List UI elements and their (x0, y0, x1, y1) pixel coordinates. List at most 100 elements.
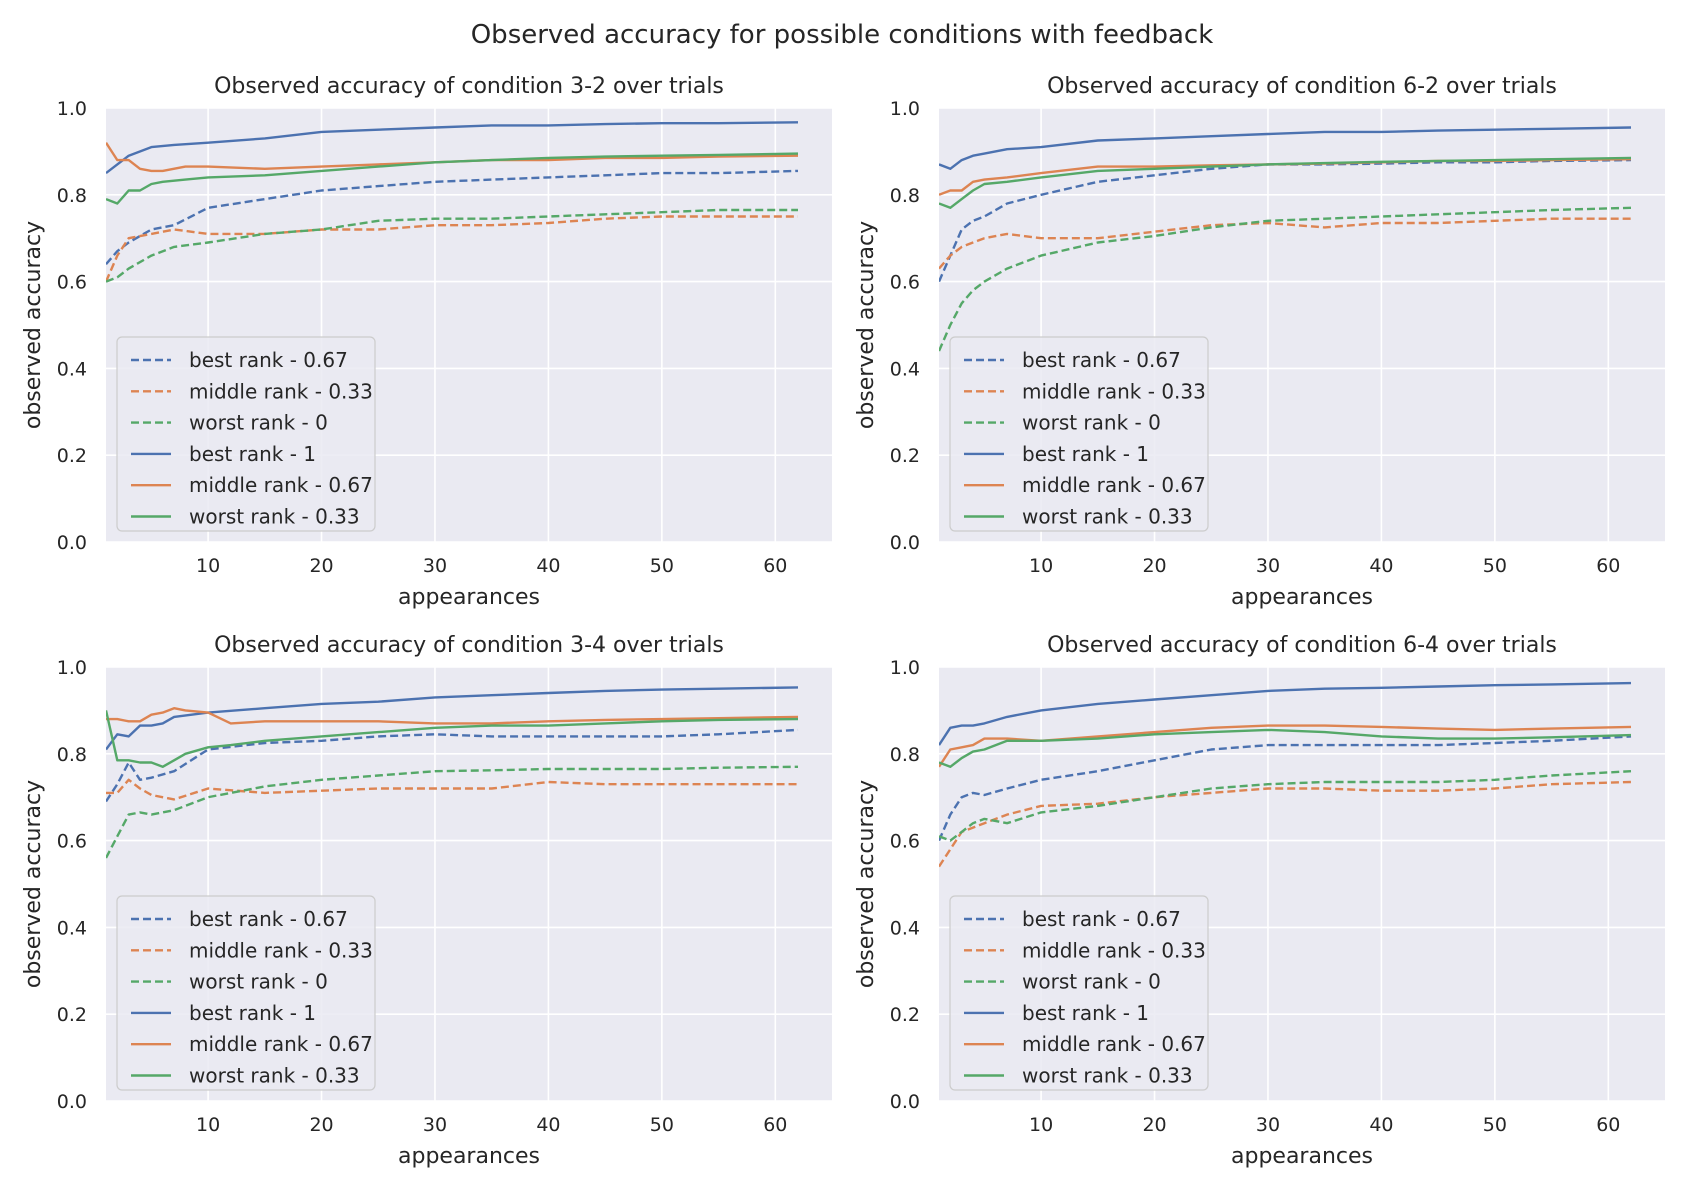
y-tick-label: 0.0 (890, 532, 920, 554)
legend-label-2: middle rank - 0.33 (189, 938, 373, 962)
y-tick-label: 0.4 (890, 917, 920, 939)
series-line-4 (939, 126, 1632, 171)
legend: best rank - 0.67 middle rank - 0.33 worst … (949, 336, 1209, 532)
y-tick-label: 1.0 (890, 98, 920, 120)
legend-label-1: best rank - 0.67 (189, 348, 348, 372)
legend-label-6: worst rank - 0.33 (1022, 1064, 1193, 1088)
x-tick-label: 60 (1596, 555, 1620, 577)
x-tick-label: 10 (1029, 555, 1053, 577)
y-axis-label: observed accuracy (21, 221, 46, 429)
series-line-3 (106, 208, 798, 283)
legend-label-6: worst rank - 0.33 (189, 1064, 360, 1088)
x-tick-label: 20 (309, 555, 333, 577)
legend-label-1: best rank - 0.67 (1022, 907, 1181, 931)
x-tick-label: 10 (1029, 1114, 1053, 1136)
x-tick-label: 60 (763, 1114, 787, 1136)
x-tick-label: 40 (536, 555, 560, 577)
subplot-3: 10 20 30 40 50 60 0.0 0.2 0.4 0.6 0.8 1.0 Observed a… (21, 633, 832, 1169)
y-tick-label: 0.0 (57, 532, 87, 554)
series-line-4 (106, 121, 799, 175)
y-axis-label: observed accuracy (854, 780, 879, 988)
series-line-3 (106, 765, 799, 859)
x-tick-label: 10 (196, 555, 220, 577)
y-tick-label: 0.2 (890, 1004, 920, 1026)
x-tick-label: 40 (1369, 555, 1393, 577)
y-tick-label: 0.2 (890, 445, 920, 467)
y-tick-label: 0.4 (57, 917, 87, 939)
subplot-title: Observed accuracy of condition 3-4 over … (214, 633, 724, 658)
series-group (939, 681, 1632, 868)
legend-label-2: middle rank - 0.33 (1022, 379, 1206, 403)
y-tick-label: 0.8 (57, 185, 87, 207)
series-line-5 (939, 724, 1632, 768)
legend-label-5: middle rank - 0.67 (1022, 1032, 1206, 1056)
y-tick-label: 0.6 (890, 272, 920, 294)
x-axis-label: appearances (1231, 1144, 1373, 1169)
series-line-4 (106, 686, 799, 751)
legend-label-3: worst rank - 0 (1022, 411, 1161, 435)
series-line-3 (939, 770, 1632, 842)
y-axis-label: observed accuracy (21, 780, 46, 988)
legend-label-6: worst rank - 0.33 (1022, 505, 1193, 529)
subplot-title: Observed accuracy of condition 6-4 over … (1047, 633, 1557, 658)
legend-label-2: middle rank - 0.33 (1022, 938, 1206, 962)
series-line-6 (939, 728, 1632, 768)
subplot-2: 10 20 30 40 50 60 0.0 0.2 0.4 0.6 0.8 1.0 Observed a… (854, 74, 1665, 610)
x-tick-label: 30 (423, 1114, 447, 1136)
series-group (106, 686, 799, 859)
subplot-title: Observed accuracy of condition 6-2 over … (1047, 74, 1557, 99)
legend-label-4: best rank - 1 (1022, 442, 1149, 466)
y-tick-label: 1.0 (57, 98, 87, 120)
y-tick-label: 0.8 (890, 744, 920, 766)
x-tick-label: 50 (650, 1114, 674, 1136)
series-line-5 (106, 142, 799, 173)
series-line-2 (939, 780, 1632, 868)
y-axis-label: observed accuracy (854, 221, 879, 429)
series-group (939, 126, 1632, 352)
legend-label-5: middle rank - 0.67 (189, 1032, 373, 1056)
x-tick-label: 40 (1369, 1114, 1393, 1136)
legend-box (116, 895, 376, 1091)
legend-label-2: middle rank - 0.33 (189, 379, 373, 403)
y-tick-label: 1.0 (890, 657, 920, 679)
legend-label-1: best rank - 0.67 (189, 907, 348, 931)
series-line-5 (106, 707, 799, 725)
subplot-title: Observed accuracy of condition 3-2 over … (214, 74, 724, 99)
legend-label-3: worst rank - 0 (1022, 970, 1161, 994)
series-line-2 (939, 217, 1631, 270)
y-tick-label: 0.6 (57, 272, 87, 294)
x-tick-label: 50 (1483, 1114, 1507, 1136)
legend-label-4: best rank - 1 (1022, 1001, 1149, 1025)
legend-label-4: best rank - 1 (189, 442, 316, 466)
series-group (106, 121, 799, 283)
figure-title: Observed accuracy for possible condition… (471, 20, 1214, 50)
series-line-6 (106, 152, 799, 205)
legend-box (949, 336, 1209, 532)
x-tick-label: 20 (309, 1114, 333, 1136)
y-tick-label: 0.4 (890, 358, 920, 380)
x-tick-label: 20 (1142, 555, 1166, 577)
legend-label-3: worst rank - 0 (189, 970, 328, 994)
legend-label-5: middle rank - 0.67 (1022, 473, 1206, 497)
legend: best rank - 0.67 middle rank - 0.33 worst … (116, 895, 376, 1091)
x-tick-label: 30 (1256, 1114, 1280, 1136)
x-tick-label: 60 (763, 555, 787, 577)
x-tick-label: 10 (196, 1114, 220, 1136)
x-tick-label: 20 (1142, 1114, 1166, 1136)
legend-box (949, 895, 1209, 1091)
y-tick-label: 0.0 (890, 1091, 920, 1113)
legend-label-1: best rank - 0.67 (1022, 348, 1181, 372)
x-axis-label: appearances (398, 1144, 540, 1169)
y-tick-label: 0.8 (57, 744, 87, 766)
legend-label-3: worst rank - 0 (189, 411, 328, 435)
series-line-4 (939, 681, 1632, 746)
series-line-3 (939, 206, 1632, 352)
series-line-6 (939, 156, 1632, 210)
series-line-6 (106, 710, 799, 768)
y-tick-label: 0.8 (890, 185, 920, 207)
legend-box (116, 336, 376, 532)
x-axis-label: appearances (398, 585, 540, 610)
x-tick-label: 30 (423, 555, 447, 577)
y-tick-label: 1.0 (57, 657, 87, 679)
